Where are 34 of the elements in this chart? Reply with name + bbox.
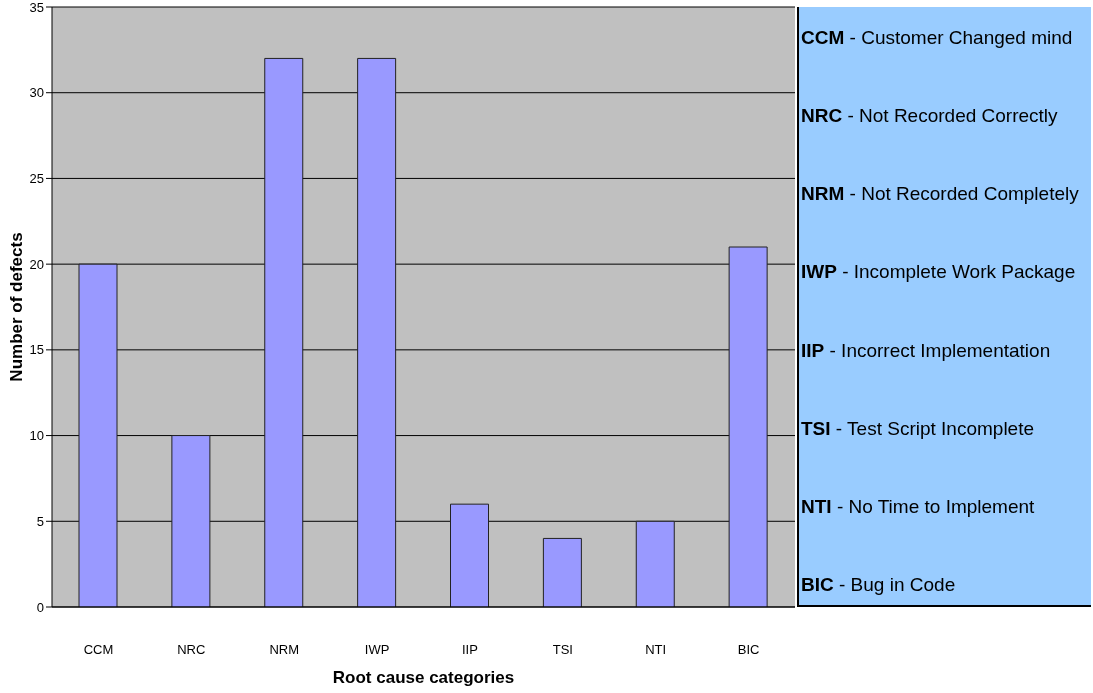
x-tick-label: BIC xyxy=(737,642,760,658)
y-tick-label: 0 xyxy=(36,599,44,615)
text: IIP - Incorrect Implementation xyxy=(800,338,1052,363)
text: IWP - Incomplete Work Package xyxy=(800,260,1077,285)
x-tick-label: TSI xyxy=(552,642,573,658)
text: BIC - Bug in Code xyxy=(800,573,957,597)
y-tick-label: 30 xyxy=(29,85,44,101)
bar xyxy=(635,520,675,607)
x-tick-label: IIP xyxy=(461,642,478,658)
x-tick-label: NRC xyxy=(177,642,206,658)
y-tick-label: 5 xyxy=(36,513,44,529)
y-tick-label: 20 xyxy=(29,256,44,272)
x-tick-label: CCM xyxy=(83,642,114,658)
bar xyxy=(450,503,489,607)
y-tick-label: 25 xyxy=(29,171,44,187)
text: CCM - Customer Changed mind xyxy=(800,26,1074,50)
bar xyxy=(78,263,118,607)
text: NRC - Not Recorded Correctly xyxy=(800,104,1059,129)
y-tick-label: 35 xyxy=(29,0,44,15)
y-tick-label: 15 xyxy=(29,342,44,358)
x-tick-label: NTI xyxy=(645,642,667,658)
bar xyxy=(264,57,304,607)
bar xyxy=(171,435,211,607)
y-tick-label: 10 xyxy=(29,428,44,444)
bar xyxy=(357,57,397,607)
y-axis-title: Number of defects xyxy=(7,232,27,382)
x-tick-label: IWP xyxy=(364,642,390,658)
x-axis-title: Root cause categories xyxy=(332,668,515,687)
text: TSI - Test Script Incomplete xyxy=(800,416,1035,441)
text: NRM - Not Recorded Completely xyxy=(800,182,1080,207)
text: NTI - No Time to Implement xyxy=(800,494,1036,519)
bar xyxy=(542,537,582,607)
x-tick-label: NRM xyxy=(269,642,299,658)
bar xyxy=(728,246,768,607)
